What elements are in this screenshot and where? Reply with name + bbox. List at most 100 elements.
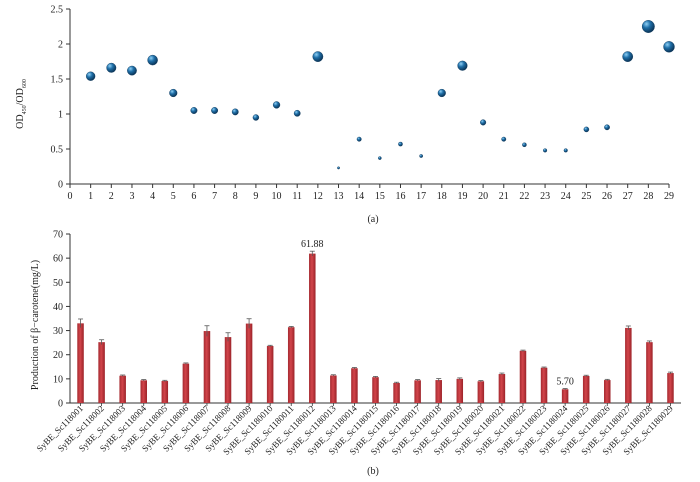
y-tick-label: 10 xyxy=(53,374,63,385)
bar xyxy=(309,253,316,403)
data-point xyxy=(604,124,610,131)
data-point xyxy=(663,41,675,53)
bar xyxy=(414,380,421,403)
y-tick-label: 2.5 xyxy=(51,5,64,16)
bar xyxy=(604,380,611,403)
x-tick-label: 14 xyxy=(354,191,364,202)
panel-label-b: (b) xyxy=(367,466,379,477)
error-bars xyxy=(78,250,673,390)
data-point xyxy=(169,88,178,98)
data-point xyxy=(522,142,527,148)
x-tick-label: 25 xyxy=(581,191,591,202)
x-tick-label: 16 xyxy=(395,191,405,202)
x-tick-label: 21 xyxy=(499,191,509,202)
bar xyxy=(540,367,548,403)
x-tick-label: 3 xyxy=(129,191,134,202)
data-point xyxy=(378,156,382,160)
bar xyxy=(351,368,358,403)
bar-panel: 0 10 20 30 40 50 60 70 SyBE_Sc118001SyBE_Sc1180… xyxy=(30,230,681,477)
x-tick-label: 11 xyxy=(292,191,302,202)
x-tick-label: 13 xyxy=(334,191,344,202)
data-point xyxy=(272,101,281,109)
data-point xyxy=(356,136,362,142)
y-tick-label: 30 xyxy=(53,326,63,337)
data-point xyxy=(419,154,423,158)
bar xyxy=(372,377,379,403)
x-tick-label: 9 xyxy=(253,191,258,202)
bar xyxy=(393,382,400,403)
x-tick-label: 29 xyxy=(664,191,674,202)
data-point xyxy=(480,119,487,126)
bar xyxy=(161,381,169,403)
x-tick-label: 1 xyxy=(88,191,93,202)
bar xyxy=(98,342,105,403)
x-tick-label: 0 xyxy=(68,191,73,202)
y-tick-label: 1 xyxy=(58,110,63,121)
bar xyxy=(519,350,527,403)
x-tick-label: 10 xyxy=(272,191,282,202)
data-point xyxy=(563,148,568,153)
data-point xyxy=(106,62,117,73)
value-annotation: 5.70 xyxy=(556,377,574,388)
x-tick-label: 27 xyxy=(623,191,633,202)
y-tick-label: 0 xyxy=(58,180,63,191)
data-point xyxy=(127,65,137,76)
x-ticks: 0 1 2 3 4 5 6 7 8 9 10 11 12 13 14 15 16 17 18 19 20 21 22 23 24… xyxy=(68,184,674,202)
data-point xyxy=(641,20,655,33)
bar xyxy=(266,346,274,403)
data-point xyxy=(398,141,403,147)
bar xyxy=(287,327,295,403)
data-point xyxy=(622,51,634,62)
y-tick-label: 20 xyxy=(53,350,63,361)
bar xyxy=(224,337,232,403)
bar xyxy=(667,373,674,403)
bar xyxy=(456,378,464,403)
category-labels: SyBE_Sc118001SyBE_Sc118002SyBE_Sc118003S… xyxy=(35,403,676,457)
y-tick-label: 60 xyxy=(53,254,63,265)
bar xyxy=(77,323,84,403)
x-tick-label: 23 xyxy=(540,191,550,202)
data-point xyxy=(252,114,260,121)
scatter-points xyxy=(86,20,675,170)
x-tick-label: 17 xyxy=(416,191,426,202)
annotations: 61.88 5.70 xyxy=(301,239,574,387)
y-tick-label: 0 xyxy=(58,399,63,410)
x-tick-label: 18 xyxy=(437,191,447,202)
y-tick-label: 40 xyxy=(53,302,63,313)
data-point xyxy=(190,107,198,114)
x-tick-label: 2 xyxy=(109,191,114,202)
data-point xyxy=(312,51,324,62)
x-tick-label: 8 xyxy=(233,191,238,202)
y-tick-label: 2 xyxy=(58,40,63,51)
bar xyxy=(477,381,485,403)
x-tick-label: 6 xyxy=(191,191,196,202)
x-tick-label: 20 xyxy=(478,191,488,202)
x-tick-label: 12 xyxy=(313,191,323,202)
y-tick-label: 0.5 xyxy=(51,145,64,156)
data-point xyxy=(231,108,239,116)
bar xyxy=(245,323,253,403)
y-axis-label: Production of β−carotene(mg/L) xyxy=(30,260,41,390)
data-point xyxy=(583,126,590,133)
x-tick-label: 24 xyxy=(561,191,571,202)
bar xyxy=(330,375,337,403)
y-axis-label: OD450/OD600 xyxy=(15,79,28,129)
data-point xyxy=(147,54,158,66)
data-point xyxy=(337,166,340,170)
y-tick-label: 70 xyxy=(53,230,63,241)
x-tick-label: 15 xyxy=(375,191,385,202)
x-tick-label: 7 xyxy=(212,191,217,202)
bar xyxy=(582,375,590,403)
bars xyxy=(77,253,674,403)
value-annotation: 61.88 xyxy=(301,239,324,250)
y-ticks: 0 0.5 1 1.5 2 2.5 xyxy=(51,5,70,191)
data-point xyxy=(543,148,548,153)
x-tick-label: 5 xyxy=(171,191,176,202)
bar xyxy=(646,342,653,403)
bar xyxy=(119,375,126,403)
scatter-panel: 00.511.522.5 0 1 2 3 4 5 6 7 8 9 10 11 12 13 14 15 16 17 1… xyxy=(15,5,675,225)
data-point xyxy=(437,88,446,98)
bar xyxy=(435,380,442,403)
data-point xyxy=(293,109,301,117)
data-point xyxy=(501,136,507,142)
